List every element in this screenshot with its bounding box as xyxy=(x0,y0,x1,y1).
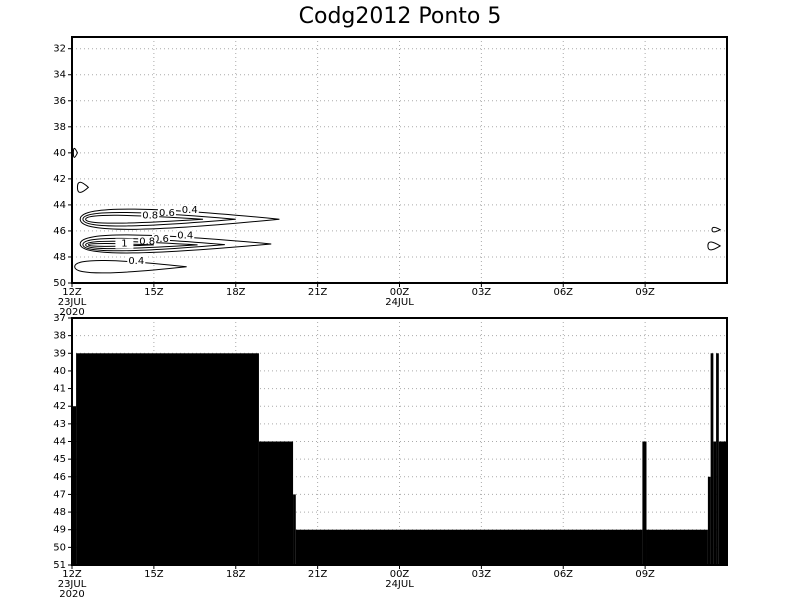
y-tick-label: 50 xyxy=(53,542,66,553)
area-step xyxy=(258,441,294,565)
y-tick-label: 46 xyxy=(53,472,66,483)
area-step xyxy=(710,353,714,565)
contour-line xyxy=(82,211,236,227)
y-tick-label: 41 xyxy=(53,384,66,395)
area-step xyxy=(293,494,296,565)
x-tick-label: 12Z xyxy=(62,287,82,298)
x-tick-label: 09Z xyxy=(635,569,655,580)
contour-line xyxy=(87,243,154,247)
contour-line xyxy=(711,226,722,233)
y-tick-label: 44 xyxy=(53,200,66,211)
x-date-label: 23JUL xyxy=(58,579,87,590)
chart-title: Codg2012 Ponto 5 xyxy=(299,4,502,29)
x-year-label: 2020 xyxy=(59,307,84,318)
x-tick-label: 03Z xyxy=(472,569,492,580)
area-step xyxy=(642,441,647,565)
area-step xyxy=(707,476,711,565)
contour-line xyxy=(85,214,204,224)
y-tick-label: 43 xyxy=(53,419,66,430)
contour-label-bg xyxy=(115,238,134,249)
contour-label: 0.4 xyxy=(177,231,193,242)
contour-line xyxy=(76,181,90,193)
x-date-label: 24JUL xyxy=(385,297,414,308)
contour-label-bg xyxy=(157,207,176,218)
x-tick-label: 18Z xyxy=(226,569,246,580)
x-tick-label: 06Z xyxy=(553,287,573,298)
y-tick-label: 44 xyxy=(53,437,66,448)
plot-frame xyxy=(71,317,728,566)
y-tick-label: 40 xyxy=(53,366,66,377)
y-tick-label: 36 xyxy=(53,96,66,107)
y-tick-label: 46 xyxy=(53,226,66,237)
x-date-label: 23JUL xyxy=(58,297,87,308)
contour-label: 0.8 xyxy=(142,211,158,222)
area-step xyxy=(72,406,77,565)
y-tick-label: 45 xyxy=(53,454,66,465)
contour-label: 0.6 xyxy=(153,234,169,245)
contour-label-bg xyxy=(127,256,146,267)
y-tick-label: 48 xyxy=(53,507,66,518)
contour-label: 0.4 xyxy=(128,256,144,267)
contour-line xyxy=(72,147,79,158)
contour-line xyxy=(85,240,198,250)
x-tick-label: 00Z xyxy=(390,569,410,580)
area-step xyxy=(76,353,259,565)
y-tick-label: 32 xyxy=(53,44,66,55)
contour-line xyxy=(707,241,722,251)
area-step xyxy=(646,529,708,565)
y-tick-label: 47 xyxy=(53,489,66,500)
y-tick-label: 34 xyxy=(53,70,66,81)
x-date-label: 24JUL xyxy=(385,579,414,590)
area-step xyxy=(713,441,717,565)
contour-label-bg xyxy=(141,210,160,221)
contour-line xyxy=(79,208,280,230)
area-step xyxy=(718,441,727,565)
y-tick-label: 40 xyxy=(53,148,66,159)
x-tick-label: 12Z xyxy=(62,569,82,580)
x-tick-label: 18Z xyxy=(226,287,246,298)
contour-label: 0.4 xyxy=(182,205,198,216)
contour-label: 0.6 xyxy=(159,208,175,219)
area-step xyxy=(716,353,719,565)
contour-label-bg xyxy=(138,236,157,247)
contour-label-bg xyxy=(151,233,170,244)
y-tick-label: 38 xyxy=(53,331,66,342)
contour-label-bg xyxy=(180,204,199,215)
x-tick-label: 21Z xyxy=(308,569,328,580)
x-tick-label: 09Z xyxy=(635,287,655,298)
area-step xyxy=(295,529,643,565)
y-tick-label: 49 xyxy=(53,525,66,536)
plot-frame xyxy=(71,36,728,284)
contour-label: 1 xyxy=(121,239,127,250)
x-tick-label: 00Z xyxy=(390,287,410,298)
contour-label-bg xyxy=(176,230,195,241)
x-tick-label: 21Z xyxy=(308,287,328,298)
y-tick-label: 50 xyxy=(53,278,66,289)
contour-line xyxy=(74,260,187,274)
y-tick-label: 51 xyxy=(53,560,66,571)
y-tick-label: 37 xyxy=(53,313,66,324)
x-tick-label: 06Z xyxy=(553,569,573,580)
x-tick-label: 15Z xyxy=(144,569,164,580)
contour-line xyxy=(82,237,225,252)
y-tick-label: 42 xyxy=(53,401,66,412)
y-tick-label: 48 xyxy=(53,252,66,263)
x-year-label: 2020 xyxy=(59,589,84,600)
x-tick-label: 03Z xyxy=(472,287,492,298)
x-tick-label: 15Z xyxy=(144,287,164,298)
y-tick-label: 38 xyxy=(53,122,66,133)
contour-line xyxy=(79,234,272,254)
contour-label: 0.8 xyxy=(139,237,155,248)
y-tick-label: 42 xyxy=(53,174,66,185)
y-tick-label: 39 xyxy=(53,348,66,359)
